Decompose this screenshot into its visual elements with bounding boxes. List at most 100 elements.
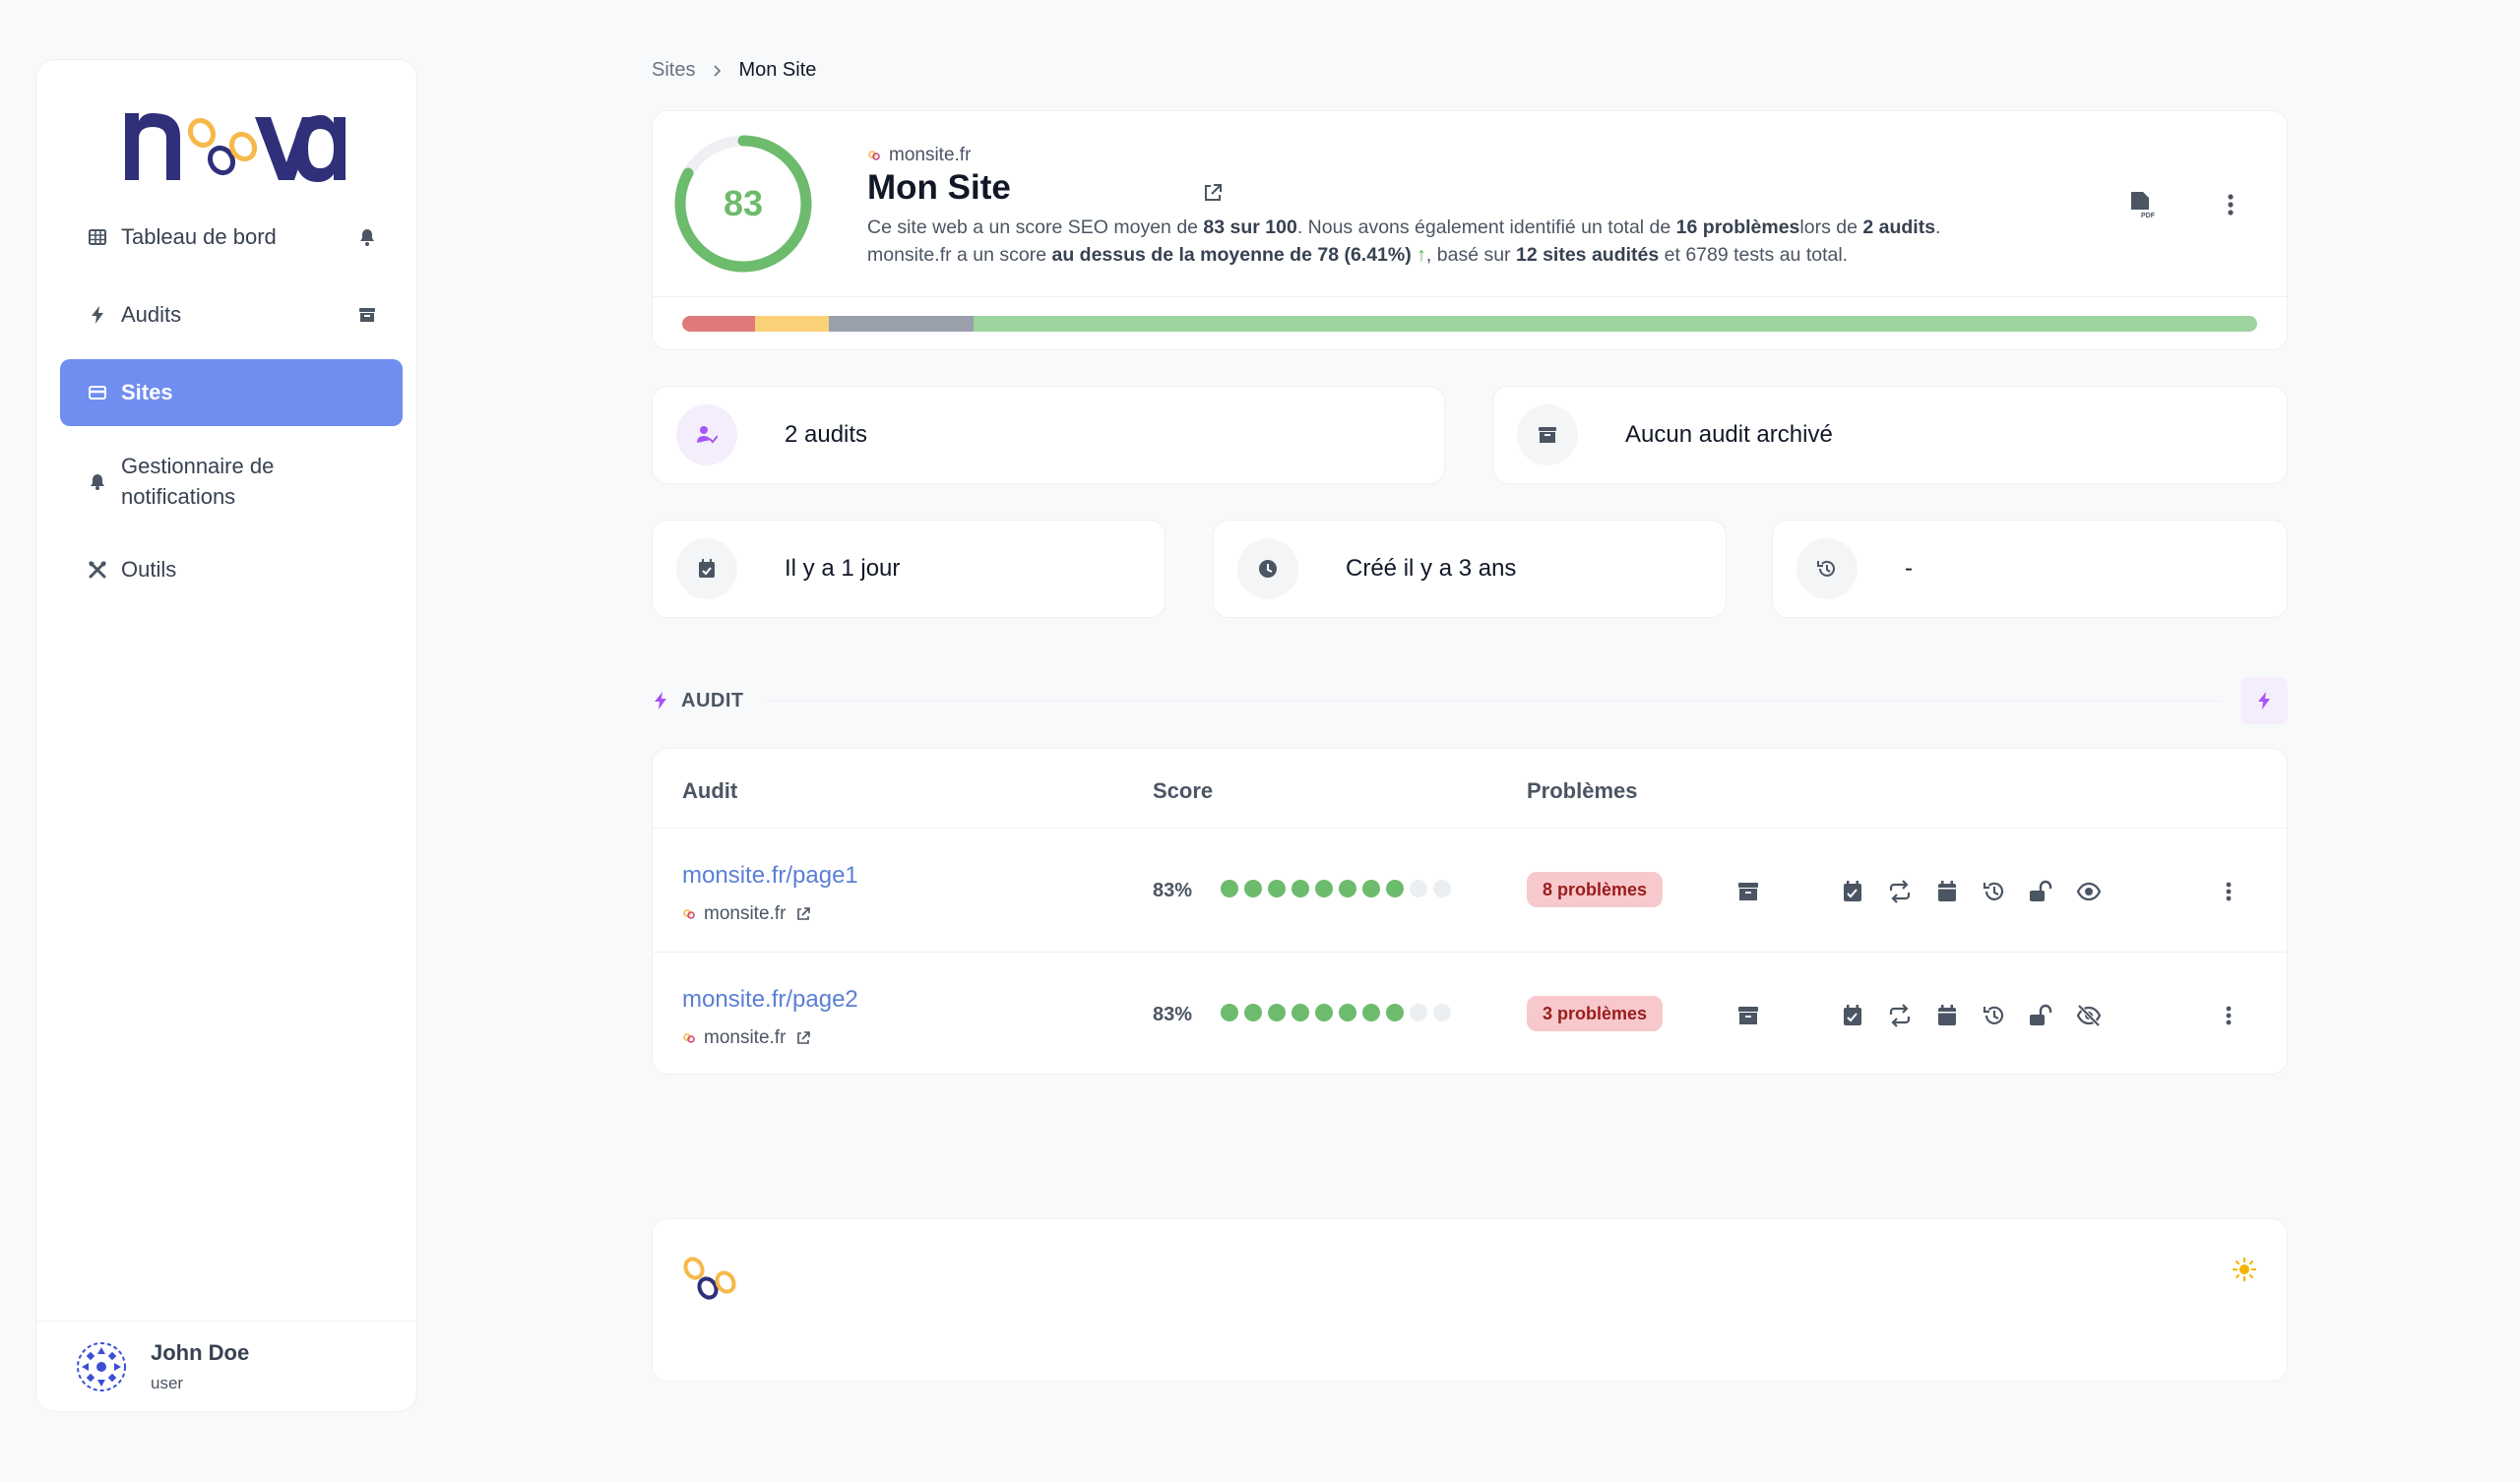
unlock-icon[interactable] [2027, 879, 2052, 904]
problems-badge[interactable]: 3 problèmes [1527, 996, 1664, 1031]
score-dot [1362, 1004, 1380, 1021]
sidebar-item-gestionnaire-de-notifications[interactable]: Gestionnaire de notifications [60, 437, 403, 525]
desc-text: Ce site web a un score SEO moyen de [867, 216, 1204, 238]
calendar-check-icon[interactable] [1840, 1003, 1865, 1028]
audit-url-link[interactable]: monsite.fr/page2 [682, 986, 858, 1013]
eye-icon[interactable] [2076, 879, 2102, 904]
more-vertical-icon[interactable] [2216, 190, 2245, 219]
footer-card [652, 1218, 2288, 1382]
bell-icon[interactable] [357, 227, 377, 247]
column-header-audit[interactable]: Audit [682, 778, 738, 803]
arrow-up-icon: ↑ [1417, 244, 1426, 266]
sidebar-item-label: Gestionnaire de notifications [121, 454, 275, 509]
desc-text: lors de [1799, 216, 1863, 238]
repeat-icon[interactable] [1887, 879, 1913, 904]
site-title: Mon Site [867, 168, 1011, 207]
desc-bold: 12 sites audités [1515, 244, 1660, 266]
calendar-check-icon[interactable] [1840, 879, 1865, 904]
sidebar-item-label: Tableau de bord [121, 224, 277, 249]
bell-icon [88, 471, 107, 491]
sidebar-item-tableau-de-bord[interactable]: Tableau de bord [60, 204, 403, 271]
desc-bold: 16 problèmes [1675, 216, 1800, 238]
divider [653, 296, 2287, 297]
history-card[interactable]: - [1772, 520, 2288, 618]
distribution-segment [828, 316, 974, 332]
sidebar-item-label: Audits [121, 302, 182, 327]
sidebar-item-outils[interactable]: Outils [60, 536, 403, 603]
unlock-icon[interactable] [2027, 1003, 2052, 1028]
calendar-icon[interactable] [1934, 879, 1960, 904]
archive-icon [1517, 404, 1578, 465]
card-icon [88, 383, 107, 402]
noova-mark-icon[interactable] [680, 1253, 743, 1304]
breadcrumb-sites[interactable]: Sites [652, 59, 696, 81]
score-distribution-bar [682, 316, 2257, 332]
pdf-export-icon[interactable]: PDF [2127, 190, 2155, 219]
score-dots [1221, 880, 1457, 897]
bolt-icon [652, 691, 669, 710]
avatar [76, 1341, 127, 1392]
user-profile[interactable]: John Doe user [36, 1321, 416, 1411]
description-line-1: Ce site web a un score SEO moyen de 83 s… [867, 214, 1940, 241]
audits-count: 2 audits [785, 421, 868, 448]
repeat-icon[interactable] [1887, 1003, 1913, 1028]
audit-domain: monsite.fr [682, 903, 811, 925]
audit-domain: monsite.fr [682, 1027, 811, 1049]
desc-text: . [1935, 216, 1941, 238]
external-link-icon[interactable] [1202, 182, 1224, 204]
eye-slash-icon[interactable] [2076, 1003, 2102, 1028]
sidebar-item-sites[interactable]: Sites [60, 359, 403, 426]
external-link-icon[interactable] [795, 1030, 811, 1046]
sidebar-item-audits[interactable]: Audits [60, 281, 403, 348]
site-domain: monsite.fr [867, 145, 971, 166]
bolt-icon [88, 305, 107, 325]
score-dot [1221, 1004, 1238, 1021]
created-card[interactable]: Créé il y a 3 ans [1213, 520, 1727, 618]
sun-icon[interactable] [2232, 1257, 2257, 1282]
site-description: Ce site web a un score SEO moyen de 83 s… [867, 214, 1940, 269]
history-icon[interactable] [1982, 879, 2007, 904]
score-dots [1221, 1004, 1457, 1021]
score-dot [1433, 880, 1451, 897]
column-header-problems[interactable]: Problèmes [1527, 778, 1638, 803]
table-row[interactable]: monsite.fr/page1 monsite.fr 83% 8 problè… [653, 828, 2287, 952]
desc-text: . Nous avons également identifié un tota… [1296, 216, 1676, 238]
favicon-icon [682, 1031, 696, 1045]
audit-url-link[interactable]: monsite.fr/page1 [682, 862, 858, 889]
score-dot [1268, 880, 1286, 897]
archived-card[interactable]: Aucun audit archivé [1492, 386, 2288, 484]
distribution-segment [754, 316, 829, 332]
noova-logo[interactable] [113, 88, 349, 186]
score-value: 83 [724, 183, 763, 223]
score-dot [1221, 880, 1238, 897]
history-icon[interactable] [1982, 1003, 2007, 1028]
score-dot [1410, 1004, 1427, 1021]
divider [767, 700, 2221, 702]
site-domain-text: monsite.fr [889, 145, 972, 165]
calendar-icon[interactable] [1934, 1003, 1960, 1028]
more-vertical-icon[interactable] [2216, 1003, 2241, 1028]
score-dot [1244, 1004, 1262, 1021]
sidebar-nav: Tableau de bord Audits Sites Gestionn [60, 204, 403, 614]
external-link-icon[interactable] [795, 906, 811, 922]
desc-bold: 83 sur 100 [1203, 216, 1297, 238]
last-audit-card[interactable]: Il y a 1 jour [652, 520, 1166, 618]
distribution-segment [973, 316, 2257, 332]
archive-icon[interactable] [1735, 1003, 1761, 1028]
run-audit-button[interactable] [2240, 677, 2288, 724]
desc-bold: 2 audits [1862, 216, 1936, 238]
score-gauge: 83 [672, 133, 814, 275]
archive-icon[interactable] [357, 305, 377, 325]
column-header-score[interactable]: Score [1153, 778, 1214, 803]
last-audit-time: Il y a 1 jour [785, 555, 901, 582]
archive-icon[interactable] [1735, 879, 1761, 904]
history-value: - [1905, 555, 1913, 582]
desc-bold: au dessus de la moyenne de 78 (6.41%) [1051, 244, 1412, 266]
problems-badge[interactable]: 8 problèmes [1527, 872, 1664, 907]
desc-text: et 6789 tests au total. [1659, 244, 1849, 266]
table-row[interactable]: monsite.fr/page2 monsite.fr 83% 3 problè… [653, 952, 2287, 1076]
more-vertical-icon[interactable] [2216, 879, 2241, 904]
score-percent: 83% [1153, 880, 1193, 901]
breadcrumb-current: Mon Site [738, 59, 817, 81]
audits-count-card[interactable]: 2 audits [652, 386, 1445, 484]
